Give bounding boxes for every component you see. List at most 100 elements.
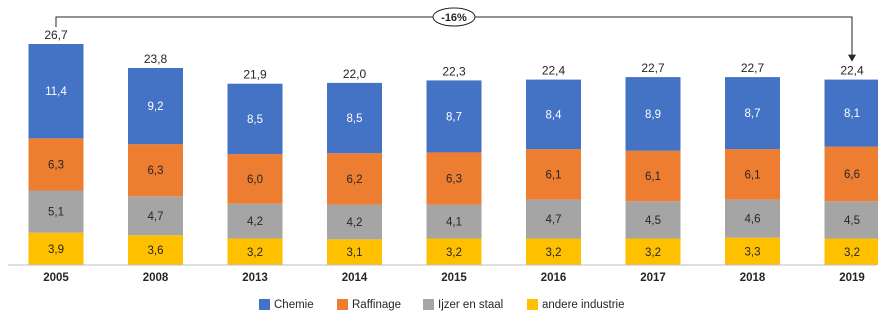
segment-value-label: 6,2 xyxy=(347,174,363,186)
annotation-badge xyxy=(432,7,476,27)
bar-segment-chemie-2017 xyxy=(625,77,681,151)
segment-value-label: 4,7 xyxy=(148,211,164,223)
segment-value-label: 8,9 xyxy=(645,109,661,121)
bar-segment-chemie-2019 xyxy=(824,79,878,147)
bar-segment-ijzer-en-staal-2016 xyxy=(526,199,581,239)
segment-value-label: 6,3 xyxy=(48,159,64,171)
legend-swatch-chemie xyxy=(259,299,270,310)
bar-segment-ijzer-en-staal-2005 xyxy=(28,190,84,233)
bar-segment-raffinage-2016 xyxy=(526,149,581,200)
total-value-label: 22,7 xyxy=(641,61,665,75)
legend-swatch-raffinage xyxy=(337,299,348,310)
segment-value-label: 3,1 xyxy=(347,247,363,259)
segment-value-label: 3,2 xyxy=(247,247,263,259)
bar-segment-ijzer-en-staal-2013 xyxy=(227,203,283,239)
legend-swatch-andere-industrie xyxy=(527,299,538,310)
segment-value-label: 11,4 xyxy=(45,86,67,98)
segment-value-label: 4,5 xyxy=(645,215,661,227)
segment-value-label: 6,1 xyxy=(645,171,661,183)
bar-segment-chemie-2008 xyxy=(128,68,183,145)
total-value-label: 22,4 xyxy=(542,64,566,78)
segment-value-label: 3,2 xyxy=(546,247,562,259)
bar-segment-andere-industrie-2017 xyxy=(625,238,681,265)
bar-segment-raffinage-2015 xyxy=(426,152,482,205)
total-labels: 26,7 23,8 21,9 22,0 22,3 22,4 22,7 22,7 22,4 xyxy=(44,28,864,82)
bar-segment-raffinage-2014 xyxy=(327,153,382,205)
segment-value-label: 6,1 xyxy=(745,169,761,181)
bar-segment-raffinage-2017 xyxy=(625,150,681,202)
bar-segment-andere-industrie-2018 xyxy=(725,237,780,265)
segment-value-label: 6,3 xyxy=(148,165,164,177)
annotation-text: -16% xyxy=(441,12,467,24)
x-tick-label: 2018 xyxy=(740,272,766,284)
segment-value-label: 3,9 xyxy=(48,244,64,256)
total-value-label: 21,9 xyxy=(243,68,267,82)
x-tick-label: 2014 xyxy=(342,272,368,284)
legend-swatch-ijzer-en-staal xyxy=(423,299,434,310)
x-tick-label: 2005 xyxy=(43,272,69,284)
bar-segment-andere-industrie-2014 xyxy=(327,239,382,265)
legend-label: Ijzer en staal xyxy=(438,299,503,311)
x-tick-label: 2016 xyxy=(541,272,567,284)
bar-segment-chemie-2015 xyxy=(426,80,482,153)
bar-segment-chemie-2016 xyxy=(526,79,581,150)
bar-segment-ijzer-en-staal-2019 xyxy=(824,201,878,239)
bar-segment-ijzer-en-staal-2015 xyxy=(426,204,482,239)
segment-value-label: 4,2 xyxy=(247,216,263,228)
bar-segment-raffinage-2018 xyxy=(725,149,780,200)
segment-value-label: 8,5 xyxy=(347,113,363,125)
segment-value-label: 4,2 xyxy=(347,217,363,229)
bar-segment-andere-industrie-2019 xyxy=(824,238,878,265)
segment-value-label: 3,2 xyxy=(446,247,462,259)
annotation-arrowhead xyxy=(848,54,856,62)
legend: Chemie Raffinage Ijzer en staal andere indu… xyxy=(259,299,624,311)
total-value-label: 23,8 xyxy=(144,52,168,66)
segment-value-label: 8,7 xyxy=(446,111,462,123)
segment-value-label: 8,7 xyxy=(745,108,761,120)
x-tick-label: 2017 xyxy=(640,272,666,284)
total-value-label: 22,4 xyxy=(840,64,864,78)
segment-value-label: 3,2 xyxy=(645,247,661,259)
segment-value-label: 6,1 xyxy=(546,169,562,181)
segment-value-label: 4,7 xyxy=(546,214,562,226)
x-tick-labels: 2005 2008 2013 2014 2015 2016 2017 2018 2019 xyxy=(43,272,865,284)
bar-segment-ijzer-en-staal-2014 xyxy=(327,204,382,240)
bar-segment-raffinage-2013 xyxy=(227,154,283,204)
bar-segment-raffinage-2019 xyxy=(824,146,878,202)
total-value-label: 22,0 xyxy=(343,67,367,81)
segment-value-label: 6,3 xyxy=(446,174,462,186)
segment-value-label: 3,6 xyxy=(148,245,164,257)
total-value-label: 26,7 xyxy=(44,28,68,42)
x-tick-label: 2019 xyxy=(839,272,865,284)
segment-value-label: 6,0 xyxy=(247,174,263,186)
change-annotation: -16% xyxy=(55,7,856,62)
segment-value-label: 8,5 xyxy=(247,114,263,126)
bar-segment-ijzer-en-staal-2017 xyxy=(625,201,681,239)
segment-value-label: 3,2 xyxy=(844,247,860,259)
legend-label: Raffinage xyxy=(352,299,401,311)
segment-value-label: 4,5 xyxy=(844,215,860,227)
x-tick-label: 2015 xyxy=(441,272,467,284)
bar-segment-chemie-2018 xyxy=(725,77,780,150)
segment-value-label: 8,4 xyxy=(546,109,563,121)
total-value-label: 22,3 xyxy=(442,64,466,78)
total-value-label: 22,7 xyxy=(741,61,765,75)
segment-value-label: 3,3 xyxy=(745,246,761,258)
bar-segment-chemie-2005 xyxy=(28,44,84,139)
segment-value-label: 4,6 xyxy=(745,214,761,226)
x-tick-label: 2008 xyxy=(143,272,169,284)
bar-segment-raffinage-2008 xyxy=(128,144,183,197)
segment-value-label: 8,1 xyxy=(844,108,860,120)
bar-segment-chemie-2014 xyxy=(327,82,382,154)
bar-segment-andere-industrie-2013 xyxy=(227,238,283,265)
bar-segment-raffinage-2005 xyxy=(28,138,84,191)
bar-segment-chemie-2013 xyxy=(227,83,283,155)
bars-layer: 3,9 5,1 6,3 11,4 3,6 4,7 6,3 9,2 3,2 4,2 6,0 8,5 3,1… xyxy=(28,44,878,265)
segment-value-label: 4,1 xyxy=(446,217,462,229)
bar-segment-andere-industrie-2008 xyxy=(128,235,183,265)
segment-value-label: 6,6 xyxy=(844,169,860,181)
bar-segment-andere-industrie-2016 xyxy=(526,238,581,265)
legend-label: andere industrie xyxy=(542,299,624,311)
bar-segment-andere-industrie-2015 xyxy=(426,238,482,265)
